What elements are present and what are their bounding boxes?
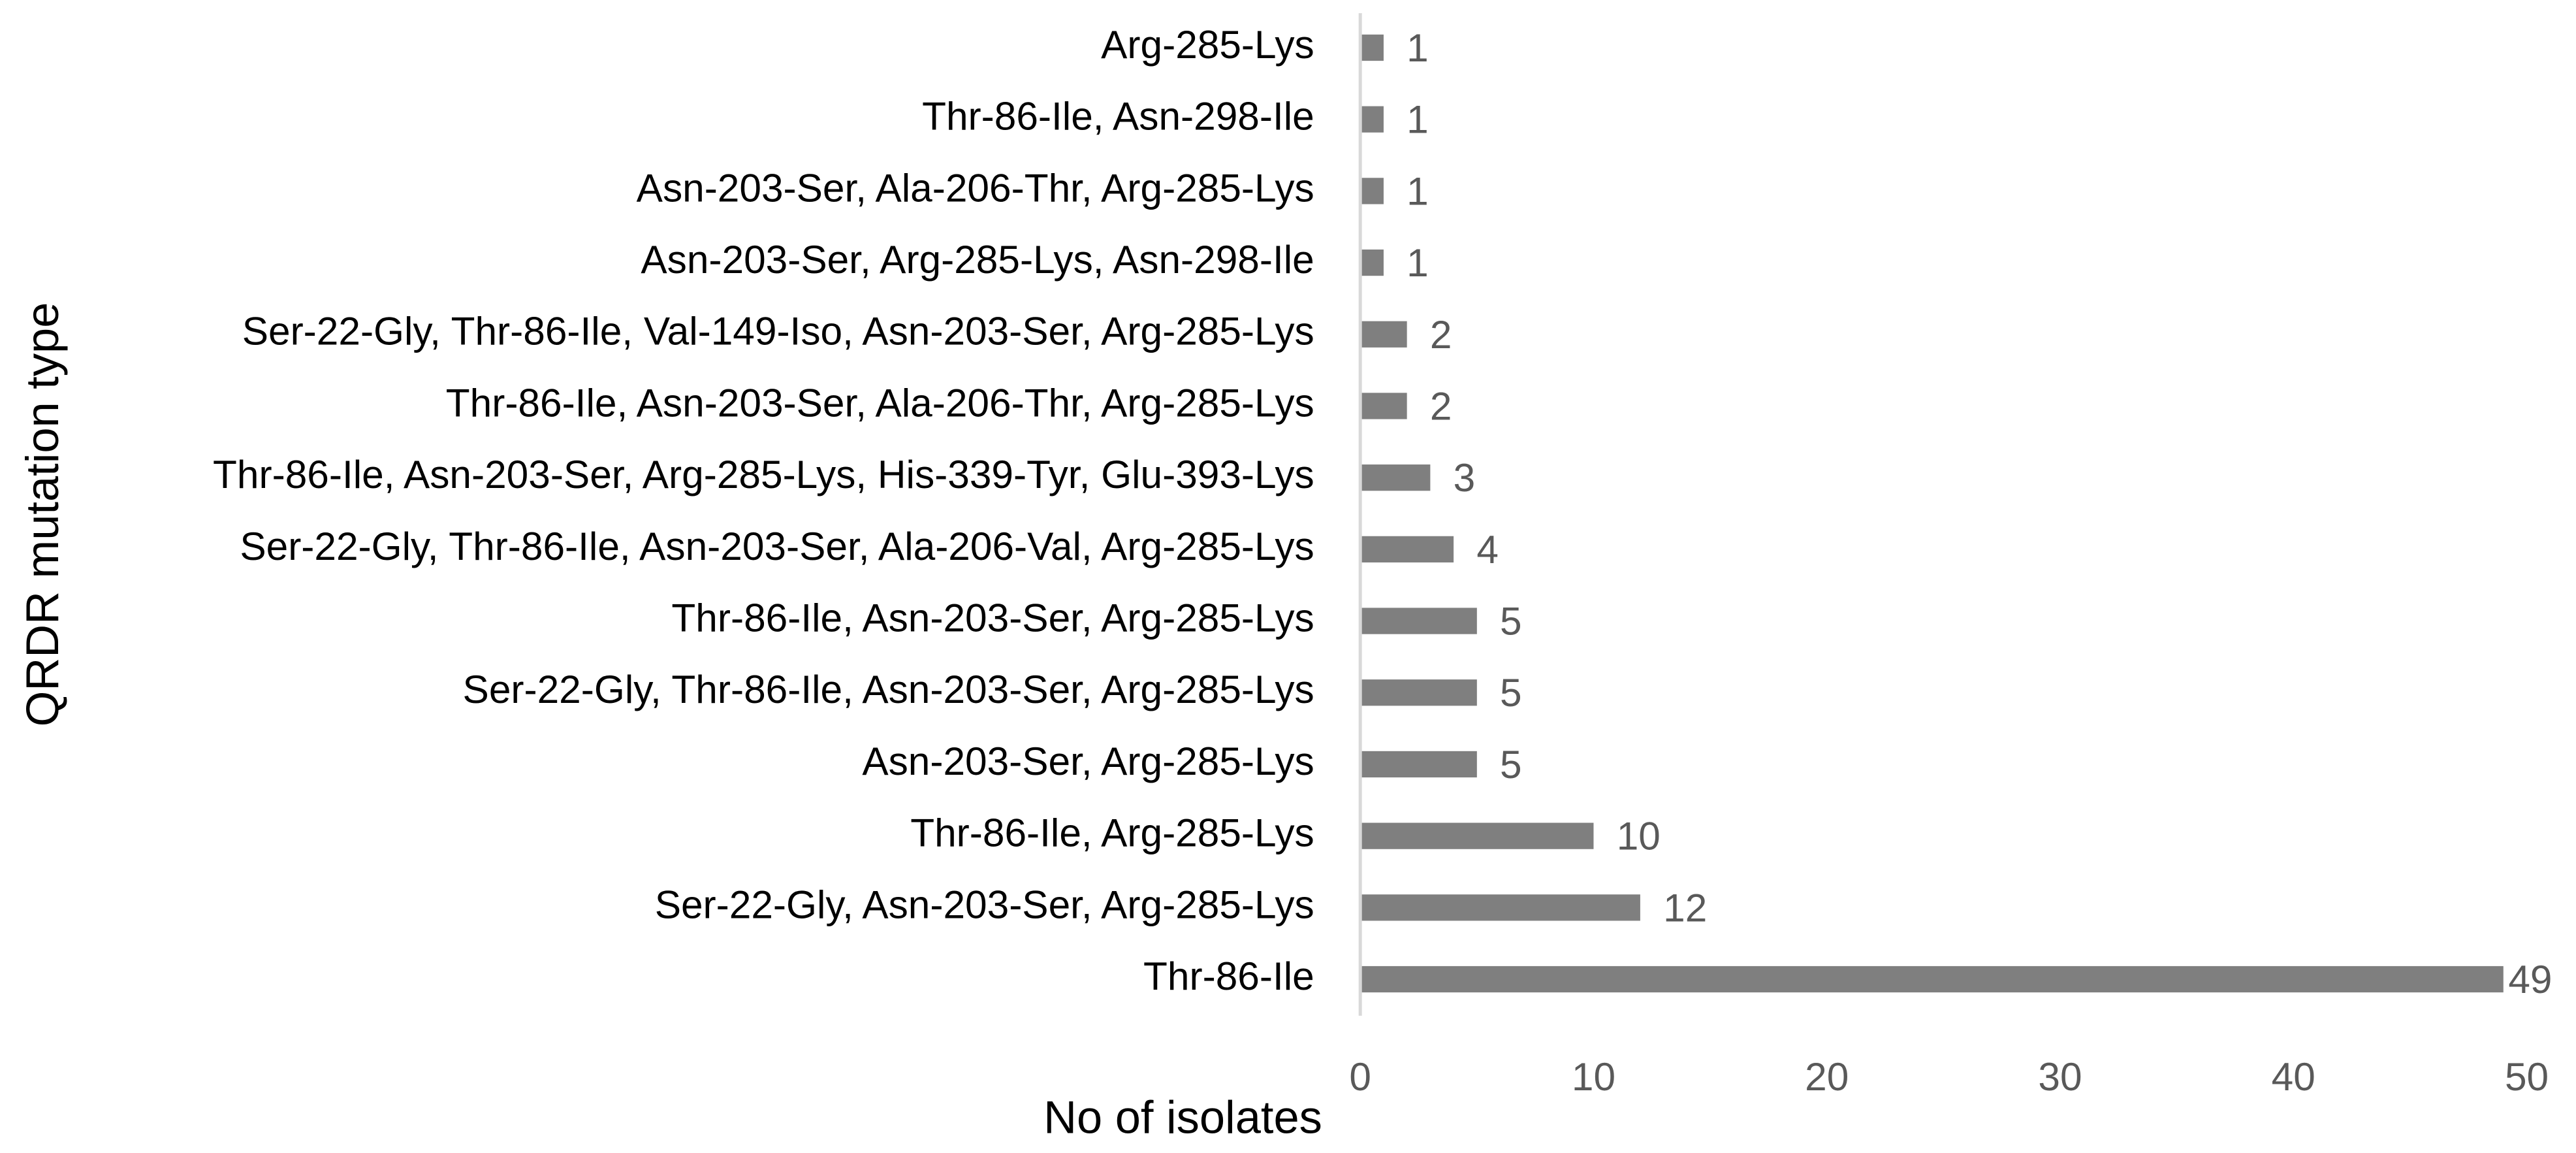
bar (1360, 894, 1640, 921)
bar (1360, 536, 1454, 562)
x-tick-label: 0 (1349, 1054, 1371, 1099)
value-label: 5 (1500, 599, 1522, 643)
bar (1360, 106, 1384, 133)
value-label: 12 (1663, 885, 1707, 930)
bar (1360, 393, 1407, 419)
y-tick-label: Asn-203-Ser, Ala-206-Thr, Arg-285-Lys (637, 165, 1314, 210)
bar (1360, 34, 1384, 61)
x-tick-label: 50 (2505, 1054, 2549, 1099)
y-tick-label: Thr-86-Ile, Arg-285-Lys (910, 811, 1314, 855)
bar (1360, 966, 2504, 993)
y-tick-label: Asn-203-Ser, Arg-285-Lys (862, 739, 1314, 783)
value-label: 1 (1407, 97, 1429, 142)
value-label: 2 (1430, 383, 1452, 428)
y-axis-title: QRDR mutation type (16, 302, 68, 727)
value-label: 5 (1500, 670, 1522, 715)
bar (1360, 751, 1477, 778)
y-tick-label: Thr-86-Ile, Asn-203-Ser, Ala-206-Thr, Ar… (446, 380, 1314, 425)
value-label: 1 (1407, 169, 1429, 213)
value-label: 2 (1430, 312, 1452, 357)
bar (1360, 178, 1384, 204)
y-tick-label: Arg-285-Lys (1101, 22, 1314, 67)
bar (1360, 464, 1431, 491)
value-label: 1 (1407, 240, 1429, 285)
x-tick-label: 40 (2272, 1054, 2315, 1099)
y-tick-label: Thr-86-Ile (1143, 954, 1314, 998)
y-tick-label: Ser-22-Gly, Asn-203-Ser, Arg-285-Lys (655, 882, 1314, 926)
y-tick-label: Asn-203-Ser, Arg-285-Lys, Asn-298-Ile (641, 237, 1314, 282)
y-tick-label: Ser-22-Gly, Thr-86-Ile, Val-149-Iso, Asn… (242, 309, 1314, 353)
bar (1360, 822, 1594, 849)
y-tick-label: Thr-86-Ile, Asn-203-Ser, Arg-285-Lys, Hi… (213, 452, 1314, 496)
bar (1360, 679, 1477, 706)
bar (1360, 321, 1407, 348)
x-tick-label: 20 (1805, 1054, 1849, 1099)
value-label: 5 (1500, 742, 1522, 787)
x-axis-title: No of isolates (1043, 1092, 1322, 1143)
y-tick-label: Thr-86-Ile, Asn-298-Ile (922, 94, 1314, 138)
y-tick-label: Ser-22-Gly, Thr-86-Ile, Asn-203-Ser, Ala… (240, 524, 1314, 568)
value-label: 10 (1617, 814, 1661, 858)
value-label: 3 (1454, 455, 1476, 500)
bar (1360, 608, 1477, 634)
bar (1360, 249, 1384, 276)
y-tick-label: Thr-86-Ile, Asn-203-Ser, Arg-285-Lys (671, 596, 1314, 640)
value-label: 4 (1476, 527, 1499, 572)
x-tick-label: 10 (1572, 1054, 1615, 1099)
value-label: 1 (1407, 25, 1429, 70)
value-label: 49 (2508, 957, 2552, 1001)
y-tick-label: Ser-22-Gly, Thr-86-Ile, Asn-203-Ser, Arg… (463, 667, 1314, 711)
x-tick-label: 30 (2038, 1054, 2082, 1099)
